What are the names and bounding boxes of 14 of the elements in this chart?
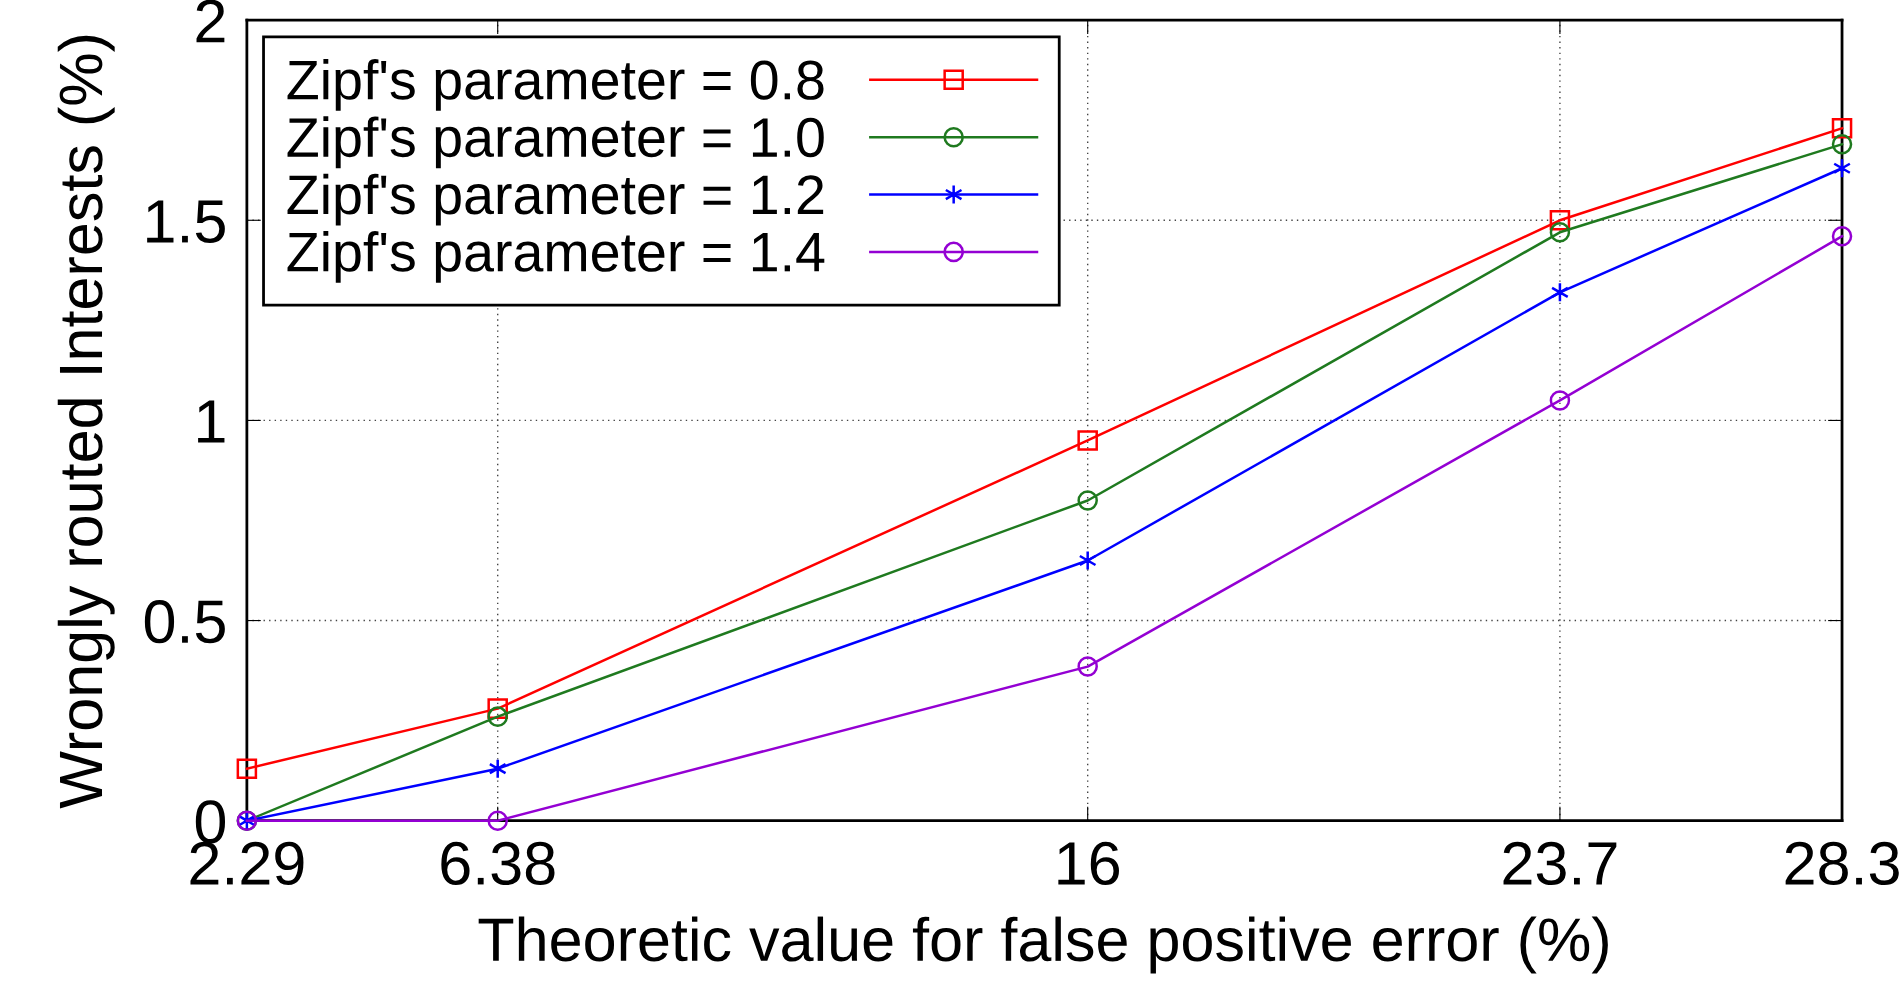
legend-label: Zipf's parameter = 1.0: [287, 116, 824, 169]
legend-label: Zipf's parameter = 0.8: [287, 59, 824, 111]
y-tick-label: 2: [196, 0, 225, 43]
x-tick-label: 16: [1058, 841, 1119, 886]
y-axis-title: Wrongly routed Interests (%): [57, 35, 115, 809]
legend-label: Zipf's parameter = 1.4: [287, 231, 825, 283]
x-tick-label: 23.7: [1503, 841, 1617, 886]
y-tick-label: 1.5: [147, 200, 225, 244]
x-tick-label: 28.3: [1785, 841, 1899, 886]
y-tick-label: 0.5: [144, 600, 225, 644]
x-tick-label: 6.38: [441, 841, 555, 886]
x-axis-title: Theoretic value for false positive error (%): [478, 916, 1608, 974]
legend-label: Zipf's parameter = 1.2: [287, 173, 824, 226]
y-tick-label: 1: [198, 400, 225, 443]
